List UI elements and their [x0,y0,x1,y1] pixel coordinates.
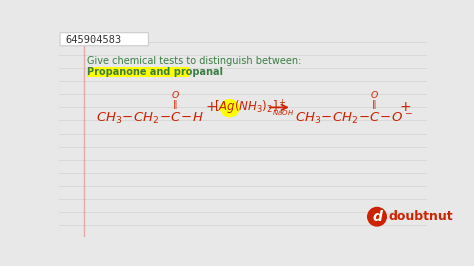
Text: 645904583: 645904583 [65,35,122,45]
FancyBboxPatch shape [60,33,148,46]
FancyBboxPatch shape [87,66,190,77]
Text: Propanone and propanal: Propanone and propanal [87,67,223,77]
Text: $[Ag(NH_3)_2]^+$: $[Ag(NH_3)_2]^+$ [214,98,287,117]
Text: d: d [372,210,382,224]
Text: $NaOH$: $NaOH$ [272,108,294,117]
Text: $CH_3\!-\!CH_2\!-\!\overset{O}{\overset{\|}{C}}\!-\!H$: $CH_3\!-\!CH_2\!-\!\overset{O}{\overset{… [96,89,204,126]
Text: $+$: $+$ [399,100,411,114]
Text: $+$: $+$ [205,100,217,114]
Text: doubtnut: doubtnut [389,210,453,223]
Circle shape [368,207,386,226]
Text: Give chemical tests to distinguish between:: Give chemical tests to distinguish betwe… [87,56,301,66]
Ellipse shape [220,100,239,117]
Text: $CH_3\!-\!CH_2\!-\!\overset{O}{\overset{\|}{C}}\!-\!O^-$: $CH_3\!-\!CH_2\!-\!\overset{O}{\overset{… [295,89,413,126]
